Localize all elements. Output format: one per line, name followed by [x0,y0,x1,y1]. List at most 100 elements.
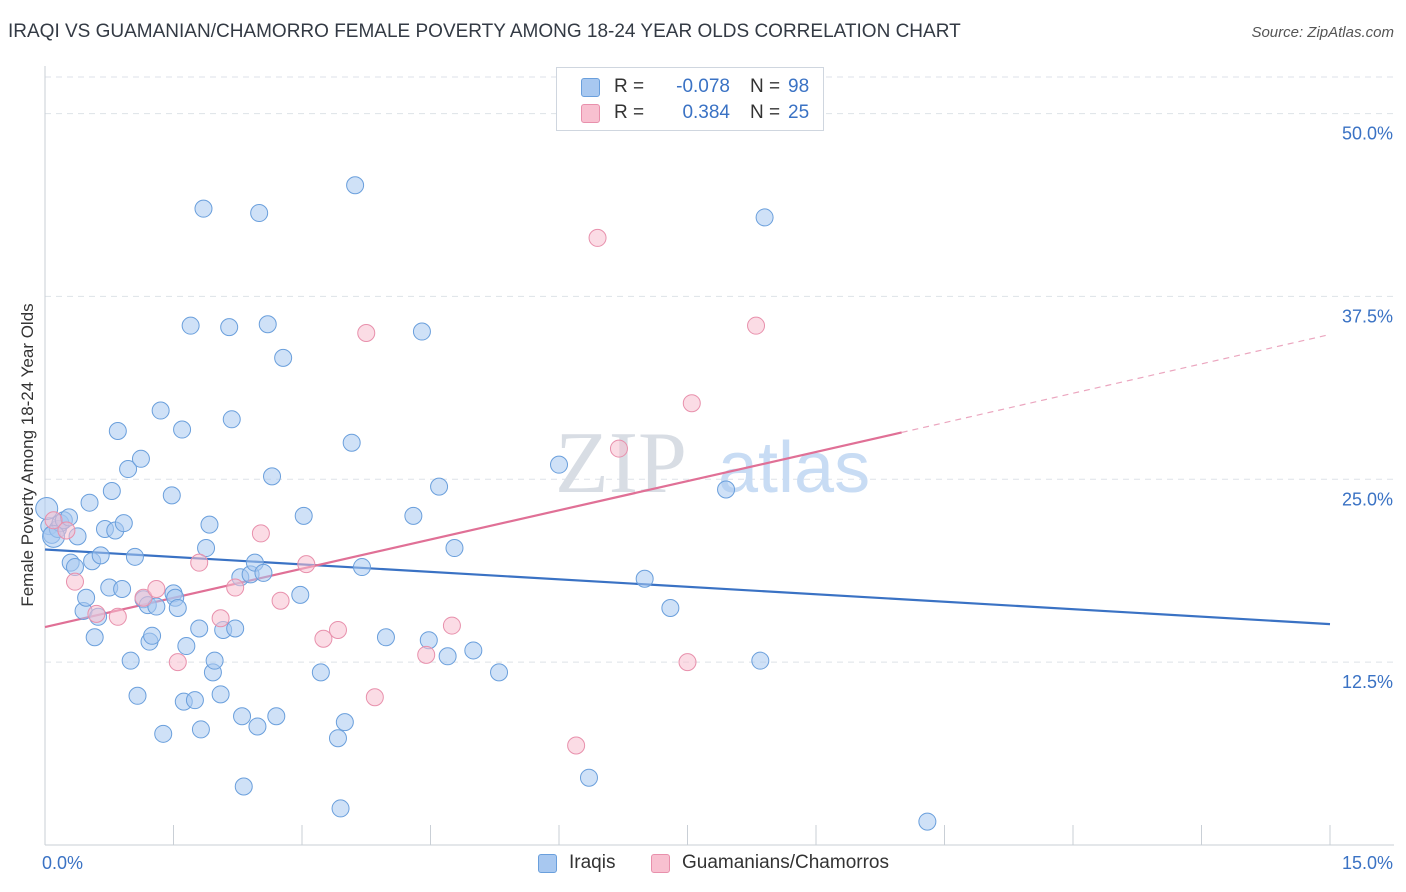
point-guamanians [314,629,333,648]
point-iraqis [550,455,568,474]
point-guamanians [609,439,628,458]
point-iraqis [328,729,347,748]
point-guamanians [567,736,586,755]
point-guamanians [747,316,766,335]
point-iraqis [125,547,144,566]
data-points [35,176,937,831]
legend-row-iraqis: R = -0.078 N = 98 [581,74,809,100]
r-label: R = [614,76,645,97]
point-iraqis [311,663,330,682]
point-iraqis [181,316,200,335]
r-label: R = [614,102,645,123]
y-axis-label: Female Poverty Among 18-24 Year Olds [18,303,37,606]
point-iraqis [346,176,365,195]
point-iraqis [342,433,361,452]
point-iraqis [168,599,187,618]
point-guamanians [226,578,245,597]
n-value: 25 [788,102,810,123]
point-guamanians [44,511,63,530]
point-guamanians [108,607,127,626]
axes: 12.5% 25.0% 37.5% 50.0% 0.0% 15.0% [42,66,1394,873]
point-guamanians [65,572,84,591]
legend-item-iraqis: Iraqis [538,852,615,874]
trend-line-guamanians-extension [901,333,1331,434]
point-guamanians [211,609,230,628]
point-guamanians [87,604,106,623]
trend-line-guamanians [44,431,902,629]
point-iraqis [108,422,127,441]
point-iraqis [335,713,354,732]
point-iraqis [254,563,273,582]
legend-label-iraqis: Iraqis [569,852,616,873]
legend-swatch-iraqis [581,77,600,97]
point-iraqis [113,580,132,598]
point-iraqis [162,486,181,505]
n-value: 98 [788,76,810,97]
point-guamanians [134,588,153,607]
point-guamanians [57,521,76,540]
point-guamanians [190,553,209,572]
point-iraqis [114,514,133,533]
y-tick-label: 12.5% [1342,672,1393,692]
r-value: 0.384 [682,102,730,123]
point-iraqis [248,717,267,736]
point-iraqis [635,569,654,588]
point-iraqis [220,318,239,337]
point-guamanians [417,645,436,664]
point-iraqis [194,199,213,218]
n-label: N = [750,102,781,123]
point-iraqis [151,401,170,420]
point-iraqis [430,477,449,496]
point-guamanians [328,620,347,639]
n-label: N = [750,76,781,97]
series-legend: Iraqis Guamanians/Chamorros [0,852,1406,878]
legend-swatch-guamanians [581,103,600,123]
point-iraqis [77,588,96,607]
point-iraqis [91,546,110,565]
point-iraqis [226,619,245,638]
y-tick-label: 25.0% [1342,489,1393,509]
point-iraqis [661,599,680,618]
point-guamanians [297,555,316,574]
point-iraqis [250,204,269,223]
source-label: Source: ZipAtlas.com [1251,24,1394,41]
point-iraqis [438,647,457,666]
point-iraqis [80,493,99,512]
point-iraqis [464,641,483,660]
point-guamanians [442,616,461,635]
point-iraqis [222,410,241,429]
point-iraqis [274,348,293,367]
point-iraqis [185,691,204,710]
point-guamanians [271,591,290,610]
point-guamanians [682,394,701,413]
point-iraqis [177,637,196,656]
point-iraqis [190,619,209,638]
point-iraqis [490,663,509,682]
legend-item-guamanians: Guamanians/Chamorros [651,852,889,874]
point-iraqis [191,720,210,739]
point-guamanians [588,228,607,247]
point-guamanians [357,324,376,342]
point-iraqis [119,460,138,479]
point-guamanians [147,580,166,598]
watermark: ZIP atlas [555,415,870,512]
point-iraqis [717,480,736,499]
point-iraqis [445,539,464,558]
point-iraqis [751,651,770,670]
watermark-zip: ZIP [555,415,687,512]
x-tick-label: 15.0% [1342,853,1393,873]
point-iraqis [128,686,147,705]
y-tick-label: 50.0% [1342,124,1393,144]
point-iraqis [234,777,253,796]
r-value: -0.078 [676,76,730,97]
point-iraqis [154,724,173,743]
stats-legend: R = -0.078 N = 98 R = 0.384 N = 25 [556,67,824,131]
point-iraqis [197,539,216,558]
point-iraqis [291,585,310,604]
legend-row-guamanians: R = 0.384 N = 25 [581,100,809,126]
point-iraqis [205,651,224,670]
point-iraqis [263,467,282,486]
point-iraqis [143,626,162,645]
point-iraqis [200,515,219,534]
